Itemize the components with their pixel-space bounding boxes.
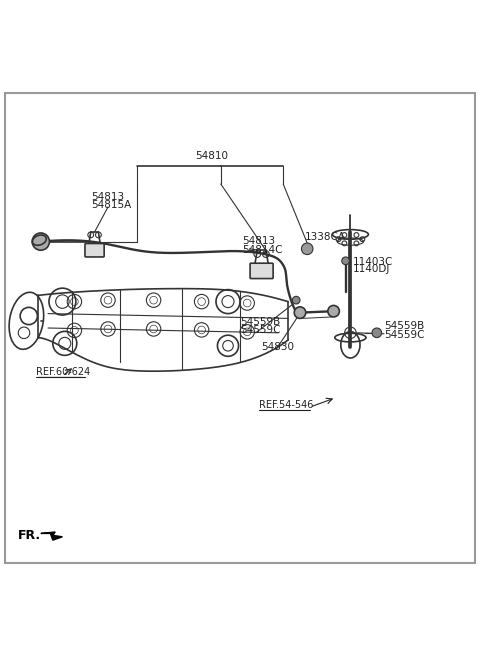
Text: 54813: 54813 <box>91 192 124 202</box>
Text: 54815A: 54815A <box>91 200 132 211</box>
Text: 54559C: 54559C <box>240 325 280 335</box>
Circle shape <box>301 243 313 255</box>
Polygon shape <box>41 532 62 540</box>
Text: 11403C: 11403C <box>353 256 393 267</box>
Text: 54814C: 54814C <box>242 245 283 255</box>
Text: 54559C: 54559C <box>384 329 424 340</box>
Circle shape <box>292 297 300 304</box>
Text: 54559B: 54559B <box>384 321 424 331</box>
Circle shape <box>372 328 382 338</box>
Text: 54810: 54810 <box>195 151 228 161</box>
Text: REF.60-624: REF.60-624 <box>36 367 90 377</box>
Text: FR.: FR. <box>18 529 41 542</box>
Text: 1140DJ: 1140DJ <box>353 264 390 274</box>
Circle shape <box>32 233 49 250</box>
Text: REF.54-546: REF.54-546 <box>259 400 313 409</box>
Text: 54559B: 54559B <box>240 317 280 327</box>
Text: 1338CA: 1338CA <box>305 232 346 241</box>
FancyBboxPatch shape <box>85 243 104 257</box>
Circle shape <box>328 306 339 317</box>
Circle shape <box>294 307 306 318</box>
Text: 54830: 54830 <box>262 342 295 352</box>
FancyBboxPatch shape <box>250 263 273 279</box>
Text: 54813: 54813 <box>242 236 276 247</box>
Circle shape <box>342 257 349 264</box>
